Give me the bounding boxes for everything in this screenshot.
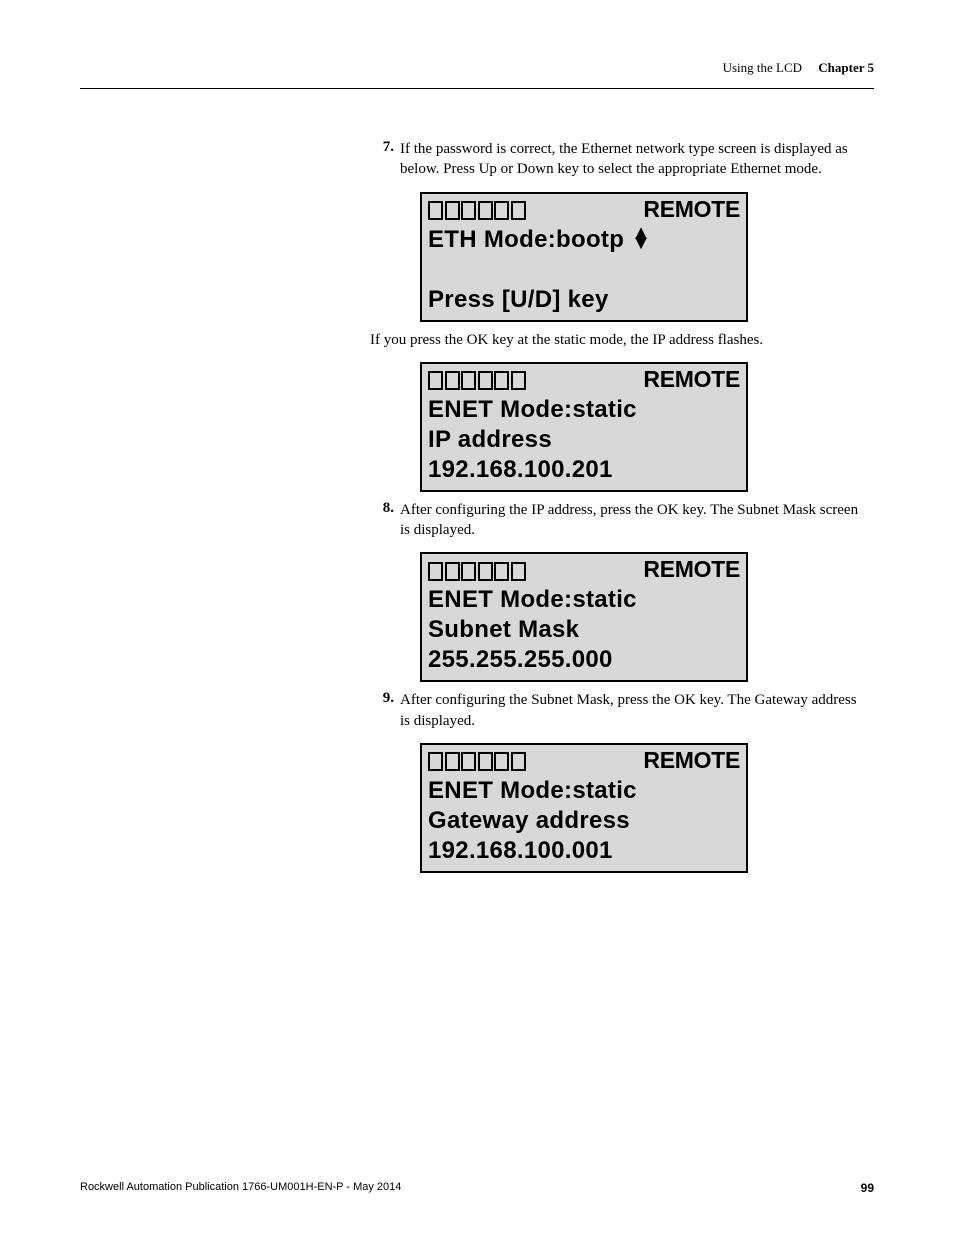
step-7-followup: If you press the OK key at the static mo… bbox=[370, 330, 864, 350]
io-boxes-icon bbox=[428, 557, 527, 586]
step-8-num: 8. bbox=[370, 500, 394, 541]
lcd-screen-4-wrapper: REMOTEENET Mode:staticGateway address192… bbox=[420, 743, 864, 873]
main-content: 7. If the password is correct, the Ether… bbox=[370, 139, 864, 873]
lcd1-line3 bbox=[428, 256, 740, 286]
lcd-screen-3: REMOTEENET Mode:staticSubnet Mask255.255… bbox=[420, 552, 748, 682]
lcd2-line3: IP address bbox=[428, 426, 740, 456]
step-7: 7. If the password is correct, the Ether… bbox=[370, 139, 864, 180]
header-chapter: Chapter 5 bbox=[818, 60, 874, 75]
page-header: Using the LCD Chapter 5 bbox=[80, 60, 874, 89]
lcd-screen-4: REMOTEENET Mode:staticGateway address192… bbox=[420, 743, 748, 873]
lcd4-line4: 192.168.100.001 bbox=[428, 837, 740, 867]
step-9-text: After configuring the Subnet Mask, press… bbox=[400, 690, 864, 731]
lcd-screen-2: REMOTEENET Mode:staticIP address192.168.… bbox=[420, 362, 748, 492]
lcd-remote-label: REMOTE bbox=[643, 747, 740, 775]
step-7-text: If the password is correct, the Ethernet… bbox=[400, 139, 864, 180]
lcd1-line4: Press [U/D] key bbox=[428, 286, 740, 316]
lcd3-line2: ENET Mode:static bbox=[428, 586, 740, 616]
lcd-screen-2-wrapper: REMOTEENET Mode:staticIP address192.168.… bbox=[420, 362, 864, 492]
step-8-text: After configuring the IP address, press … bbox=[400, 500, 864, 541]
lcd-remote-label: REMOTE bbox=[643, 196, 740, 224]
header-section: Using the LCD bbox=[723, 60, 802, 75]
lcd1-line2: ETH Mode:bootp bbox=[428, 226, 631, 253]
updown-arrows-icon: ▲▼ bbox=[631, 228, 651, 248]
lcd-screen-1: REMOTE ETH Mode:bootp ▲▼ Press [U/D] key bbox=[420, 192, 748, 322]
lcd4-line2: ENET Mode:static bbox=[428, 777, 740, 807]
lcd3-line3: Subnet Mask bbox=[428, 616, 740, 646]
footer-publication: Rockwell Automation Publication 1766-UM0… bbox=[80, 1181, 401, 1195]
io-boxes-icon bbox=[428, 747, 527, 776]
lcd2-line2: ENET Mode:static bbox=[428, 396, 740, 426]
step-9: 9. After configuring the Subnet Mask, pr… bbox=[370, 690, 864, 731]
io-boxes-icon bbox=[428, 196, 527, 225]
page-footer: Rockwell Automation Publication 1766-UM0… bbox=[80, 1181, 874, 1195]
lcd-screen-1-wrapper: REMOTE ETH Mode:bootp ▲▼ Press [U/D] key bbox=[420, 192, 864, 322]
lcd-remote-label: REMOTE bbox=[643, 556, 740, 584]
lcd3-line4: 255.255.255.000 bbox=[428, 646, 740, 676]
lcd4-line3: Gateway address bbox=[428, 807, 740, 837]
lcd2-line4: 192.168.100.201 bbox=[428, 456, 740, 486]
step-8: 8. After configuring the IP address, pre… bbox=[370, 500, 864, 541]
io-boxes-icon bbox=[428, 366, 527, 395]
step-9-num: 9. bbox=[370, 690, 394, 731]
step-7-num: 7. bbox=[370, 139, 394, 180]
footer-page-number: 99 bbox=[861, 1181, 874, 1195]
lcd-screen-3-wrapper: REMOTEENET Mode:staticSubnet Mask255.255… bbox=[420, 552, 864, 682]
lcd-remote-label: REMOTE bbox=[643, 366, 740, 394]
